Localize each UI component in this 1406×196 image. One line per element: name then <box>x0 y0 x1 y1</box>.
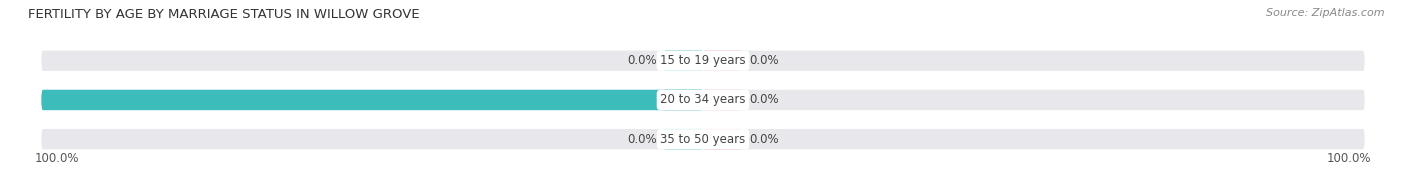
Text: 100.0%: 100.0% <box>1327 152 1371 165</box>
FancyBboxPatch shape <box>703 51 742 71</box>
Text: 0.0%: 0.0% <box>749 133 779 146</box>
FancyBboxPatch shape <box>41 90 1365 110</box>
FancyBboxPatch shape <box>41 129 1365 149</box>
FancyBboxPatch shape <box>41 90 703 110</box>
Text: 35 to 50 years: 35 to 50 years <box>661 133 745 146</box>
Text: 0.0%: 0.0% <box>749 54 779 67</box>
Text: 0.0%: 0.0% <box>627 54 657 67</box>
FancyBboxPatch shape <box>703 129 742 149</box>
Text: 0.0%: 0.0% <box>627 133 657 146</box>
FancyBboxPatch shape <box>664 90 703 110</box>
Text: 0.0%: 0.0% <box>749 93 779 106</box>
FancyBboxPatch shape <box>664 129 703 149</box>
FancyBboxPatch shape <box>664 51 703 71</box>
Text: 15 to 19 years: 15 to 19 years <box>661 54 745 67</box>
FancyBboxPatch shape <box>41 51 1365 71</box>
Text: FERTILITY BY AGE BY MARRIAGE STATUS IN WILLOW GROVE: FERTILITY BY AGE BY MARRIAGE STATUS IN W… <box>28 8 420 21</box>
Text: Source: ZipAtlas.com: Source: ZipAtlas.com <box>1267 8 1385 18</box>
FancyBboxPatch shape <box>703 90 742 110</box>
Text: 100.0%: 100.0% <box>35 152 79 165</box>
Text: 20 to 34 years: 20 to 34 years <box>661 93 745 106</box>
